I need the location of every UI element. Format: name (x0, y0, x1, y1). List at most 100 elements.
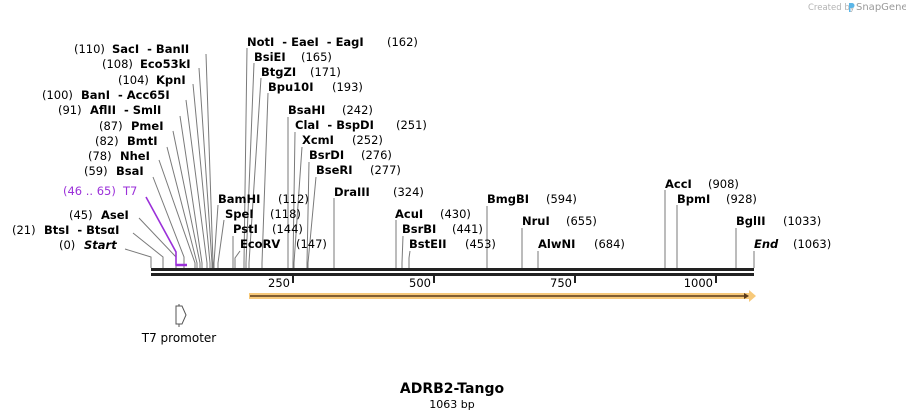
site-bani-acc65i[interactable]: (100) BanI - Acc65I (42, 88, 170, 102)
site-bmti[interactable]: (82) BmtI (95, 134, 158, 148)
site-brui[interactable]: NruI (655) (522, 214, 597, 228)
svg-text:Bpu10I: Bpu10I (268, 80, 313, 94)
svg-text:(928): (928) (726, 192, 757, 206)
svg-text:(655): (655) (566, 214, 597, 228)
svg-text:BstEII: BstEII (409, 237, 447, 251)
site-bsai[interactable]: (59) BsaI (84, 164, 144, 178)
promoter-arrow-icon (175, 305, 187, 325)
site-nhei[interactable]: (78) NheI (88, 149, 150, 163)
svg-text:(441): (441) (452, 222, 483, 236)
site-kpni[interactable]: (104) KpnI (118, 73, 186, 87)
svg-text:SpeI: SpeI (225, 207, 254, 221)
site-btgzi[interactable]: BtgZI (171) (261, 65, 341, 79)
arrow-head-icon (744, 293, 749, 299)
svg-text:(108): (108) (102, 57, 133, 71)
svg-text:(162): (162) (387, 35, 418, 49)
svg-text:(147): (147) (296, 237, 327, 251)
feature-t7-promoter[interactable]: T7 promoter (141, 304, 217, 345)
site-connectors-right (213, 47, 755, 268)
site-saci-banii[interactable]: (110) SacI - BanII (74, 42, 189, 56)
primer-range: (46 .. 65) (63, 184, 116, 198)
site-bamhi[interactable]: BamHI (112) (218, 192, 309, 206)
svg-text:(453): (453) (465, 237, 496, 251)
site-psti[interactable]: PstI (144) (233, 222, 303, 236)
svg-text:Eco53kI: Eco53kI (140, 57, 191, 71)
dna-backbone[interactable] (151, 268, 754, 276)
svg-text:(0): (0) (59, 238, 75, 252)
sequence-name: ADRB2-Tango (400, 381, 505, 397)
site-ecorv[interactable]: EcoRV (147) (240, 237, 327, 251)
site-acui[interactable]: AcuI (430) (395, 207, 471, 221)
svg-text:(171): (171) (310, 65, 341, 79)
svg-text:(104): (104) (118, 73, 149, 87)
svg-text:BmtI: BmtI (127, 134, 158, 148)
site-end[interactable]: End (1063) (754, 237, 831, 251)
site-bmgbi[interactable]: BmgBI (594) (487, 192, 577, 206)
site-bsrbi[interactable]: BsrBI (441) (402, 222, 483, 236)
svg-text:(684): (684) (594, 237, 625, 251)
site-xcmi[interactable]: XcmI (252) (302, 133, 383, 147)
svg-text:(1063): (1063) (793, 237, 831, 251)
svg-text:(252): (252) (352, 133, 383, 147)
svg-text:PstI: PstI (233, 222, 258, 236)
primer-t7[interactable]: (46 .. 65) T7 (63, 184, 187, 267)
svg-text:(324): (324) (393, 185, 424, 199)
credit-prefix: Created by (808, 3, 855, 13)
site-bsahi[interactable]: BsaHI (242) (288, 103, 373, 117)
svg-text:(144): (144) (272, 222, 303, 236)
primer-connector (145, 196, 187, 266)
site-alwni[interactable]: AlwNI (684) (538, 237, 625, 251)
svg-text:(430): (430) (440, 207, 471, 221)
svg-text:(908): (908) (708, 177, 739, 191)
svg-text:XcmI: XcmI (302, 133, 334, 147)
svg-text:(1033): (1033) (783, 214, 821, 228)
ruler: 250 500 750 1000 (268, 276, 717, 290)
svg-text:(112): (112) (278, 192, 309, 206)
ruler-tick-250: 250 (268, 276, 290, 290)
svg-text:(82): (82) (95, 134, 119, 148)
site-bsiei[interactable]: BsiEI (165) (254, 50, 332, 64)
site-labels-right: NotI - EaeI - EagI (162) BsiEI (165) BtgZI… (218, 35, 831, 251)
svg-text:(110): (110) (74, 42, 105, 56)
site-asei[interactable]: (45) AseI (69, 208, 129, 222)
map-title: ADRB2-Tango 1063 bp (400, 381, 505, 411)
site-pmei[interactable]: (87) PmeI (99, 119, 164, 133)
svg-text:BsaI: BsaI (116, 164, 144, 178)
bottom-strand (151, 273, 754, 276)
svg-text:BmgBI: BmgBI (487, 192, 529, 206)
svg-text:Start: Start (84, 238, 117, 252)
site-eco53ki[interactable]: (108) Eco53kI (102, 57, 191, 71)
site-bsrdi[interactable]: BsrDI (276) (309, 148, 392, 162)
site-draiii[interactable]: DraIII (324) (334, 185, 424, 199)
site-bsteii[interactable]: BstEII (453) (409, 237, 496, 251)
credit-brand: SnapGene (856, 2, 906, 13)
svg-text:(21): (21) (12, 223, 36, 237)
svg-text:BsrBI: BsrBI (402, 222, 436, 236)
site-bglii[interactable]: BglII (1033) (736, 214, 821, 228)
svg-text:End: End (754, 237, 779, 251)
credit: Created by SnapGene (808, 2, 906, 13)
site-btsi-btsai[interactable]: (21) BtsI - BtsαI (12, 223, 119, 237)
primer-label: T7 (122, 184, 137, 198)
site-bpmi[interactable]: BpmI (928) (677, 192, 757, 206)
svg-text:(100): (100) (42, 88, 73, 102)
site-bseri[interactable]: BseRI (277) (316, 163, 401, 177)
ruler-tick-1000: 1000 (684, 276, 713, 290)
svg-text:BtsI - BtsαI: BtsI - BtsαI (44, 223, 119, 237)
site-noti-eaei-eagi[interactable]: NotI - EaeI - EagI (162) (247, 35, 418, 49)
site-clai-bspdi[interactable]: ClaI - BspDI (251) (295, 118, 427, 132)
site-acci[interactable]: AccI (908) (665, 177, 739, 191)
svg-text:BtgZI: BtgZI (261, 65, 296, 79)
feature-arrow-orf[interactable] (249, 290, 756, 302)
site-aflii-smli[interactable]: (91) AflII - SmlI (58, 103, 161, 117)
svg-text:(91): (91) (58, 103, 82, 117)
svg-text:(45): (45) (69, 208, 93, 222)
svg-text:(276): (276) (361, 148, 392, 162)
site-spei[interactable]: SpeI (118) (225, 207, 301, 221)
site-start[interactable]: (0) Start (59, 238, 117, 252)
ruler-tick-500: 500 (409, 276, 431, 290)
site-bpu10i[interactable]: Bpu10I (193) (268, 80, 363, 94)
svg-text:DraIII: DraIII (334, 185, 370, 199)
svg-text:BpmI: BpmI (677, 192, 710, 206)
